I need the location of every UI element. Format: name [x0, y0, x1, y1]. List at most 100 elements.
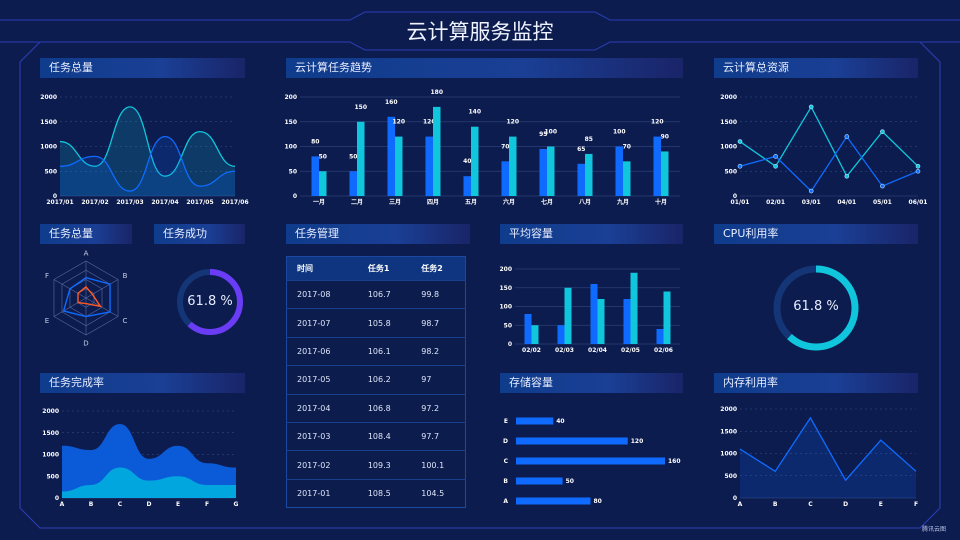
- table-cell: 97.2: [411, 393, 466, 423]
- bar: [597, 299, 605, 344]
- series-line: [739, 135, 919, 193]
- bar: [661, 151, 669, 196]
- y-tick-label: 100: [284, 144, 297, 151]
- bar: [311, 156, 319, 196]
- table-cell: 97: [411, 365, 466, 395]
- x-tick-label: E: [879, 501, 883, 508]
- table-cell: 106.7: [357, 279, 412, 309]
- bar-data-label: 85: [585, 136, 593, 143]
- x-tick-label: 02/02: [522, 347, 541, 354]
- x-tick-label: 06/01: [909, 199, 928, 206]
- bar: [623, 299, 631, 344]
- y-tick-label: B: [503, 478, 508, 485]
- column-header: 任务2: [411, 256, 466, 281]
- x-tick-label: 八月: [578, 198, 591, 206]
- y-tick-label: 2000: [42, 408, 59, 415]
- x-tick-label: 三月: [389, 198, 401, 206]
- bar-data-label: 50: [349, 153, 357, 160]
- panel-title-storage: 存储容量: [500, 373, 683, 393]
- data-point: [737, 164, 743, 169]
- y-tick-label: 2000: [720, 406, 737, 413]
- radar-indicator-label: F: [45, 272, 49, 280]
- bar-data-label: 50: [319, 153, 327, 160]
- panel-title-radar: 任务总量: [40, 224, 132, 244]
- bar: [319, 171, 327, 196]
- radar-axis: [85, 279, 119, 299]
- bar-data-label: 140: [468, 109, 481, 116]
- data-point: [844, 173, 850, 179]
- x-tick-label: F: [914, 501, 918, 508]
- y-tick-label: 1500: [40, 119, 57, 126]
- bar: [509, 136, 517, 196]
- page-title: 云计算服务监控: [406, 20, 554, 44]
- series-line: [739, 416, 917, 482]
- bar-data-label: 100: [613, 129, 626, 136]
- panel-title-memory: 内存利用率: [714, 373, 918, 393]
- bar-data-label: 80: [311, 138, 319, 145]
- table-cell: 2017-02: [286, 450, 358, 480]
- panel-title-cpu: CPU利用率: [714, 224, 918, 244]
- bar: [471, 126, 479, 196]
- panel-title-trend: 云计算任务趋势: [286, 58, 683, 78]
- task-table: 时间 任务1 任务2 2017-08 106.7 99.8 2017-07 105.8 9…: [286, 256, 466, 509]
- data-point: [880, 183, 885, 189]
- bar-data-label: 40: [463, 158, 471, 165]
- bar: [590, 284, 598, 344]
- radar-series: [62, 276, 111, 318]
- bar: [557, 325, 565, 344]
- table-row: 2017-01 108.5 104.5: [286, 478, 466, 508]
- bar-data-label: 100: [544, 129, 557, 136]
- y-tick-label: 2000: [40, 94, 57, 101]
- x-tick-label: C: [118, 501, 123, 508]
- x-tick-label: 2017/04: [151, 199, 178, 206]
- x-tick-label: F: [205, 501, 209, 508]
- y-tick-label: 500: [44, 168, 57, 175]
- bar: [524, 314, 532, 344]
- y-tick-label: 150: [499, 285, 512, 292]
- bar-data-label: 120: [631, 438, 644, 445]
- y-tick-label: 500: [46, 473, 59, 480]
- x-tick-label: 02/06: [654, 347, 673, 354]
- y-tick-label: D: [503, 438, 508, 445]
- y-tick-label: 1000: [40, 144, 57, 151]
- panel-title-completion: 任务完成率: [40, 373, 245, 393]
- y-tick-label: 0: [508, 341, 512, 348]
- table-cell: 100.1: [411, 450, 466, 480]
- data-point: [773, 164, 778, 169]
- y-tick-label: 1000: [720, 451, 737, 458]
- table-cell: 2017-05: [286, 365, 358, 395]
- series-line: [739, 105, 919, 178]
- table-cell: 2017-01: [286, 478, 358, 508]
- data-point: [915, 164, 921, 169]
- radar-indicator-label: C: [123, 317, 128, 325]
- series-line: [59, 135, 236, 192]
- cpu-value: 61.8 %: [793, 299, 839, 314]
- table-row: 2017-06 106.1 98.2: [286, 336, 466, 366]
- radar-indicator-label: D: [83, 340, 88, 348]
- table-row: 2017-07 105.8 98.7: [286, 308, 466, 338]
- bar: [623, 161, 631, 196]
- table-cell: 99.8: [411, 279, 466, 309]
- y-tick-label: 50: [504, 322, 512, 329]
- x-tick-label: 七月: [541, 198, 553, 206]
- table-cell: 97.7: [411, 421, 466, 451]
- table-row: 2017-03 108.4 97.7: [286, 421, 466, 451]
- table-cell: 106.8: [357, 393, 412, 423]
- table-cell: 105.8: [357, 308, 412, 338]
- task-success-value: 61.8 %: [187, 294, 233, 309]
- panel-title-task-total: 任务总量: [40, 58, 245, 78]
- x-tick-label: 九月: [616, 198, 629, 206]
- bar: [463, 176, 471, 196]
- x-tick-label: 02/01: [766, 199, 785, 206]
- table-cell: 104.5: [411, 478, 466, 508]
- y-tick-label: C: [504, 458, 509, 465]
- y-tick-label: E: [504, 418, 508, 425]
- x-tick-label: 五月: [465, 198, 477, 206]
- y-tick-label: 0: [55, 495, 59, 502]
- bar: [516, 457, 665, 465]
- table-cell: 2017-04: [286, 393, 358, 423]
- panel-title-resources: 云计算总资源: [714, 58, 918, 78]
- x-tick-label: 2017/03: [116, 199, 143, 206]
- bar: [630, 272, 638, 344]
- table-cell: 106.2: [357, 365, 412, 395]
